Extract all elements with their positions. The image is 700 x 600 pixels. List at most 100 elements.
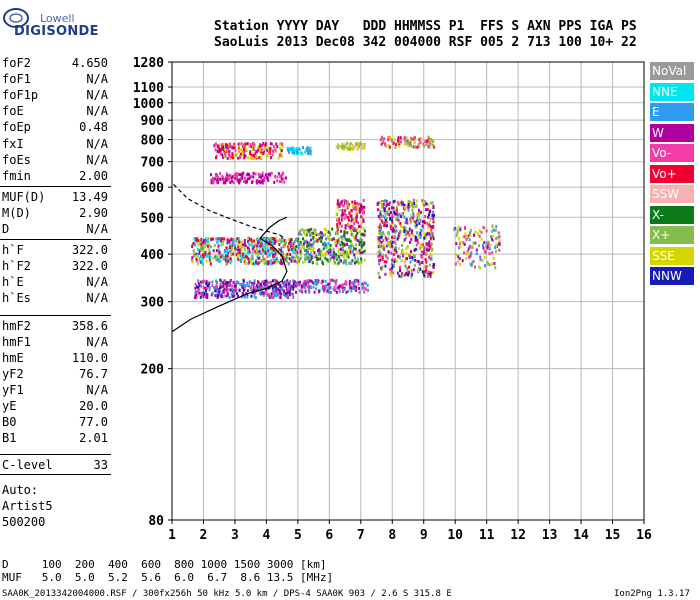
echo-point [430, 201, 433, 205]
echo-point [352, 207, 355, 211]
echo-point [418, 262, 421, 266]
echo-point [363, 205, 366, 209]
echo-point [346, 231, 349, 235]
echo-point [288, 241, 291, 245]
echo-point [321, 231, 323, 235]
echo-point [348, 224, 351, 228]
echo-point [305, 258, 308, 261]
echo-point [356, 231, 359, 235]
echo-point [429, 246, 432, 250]
echo-point [350, 242, 353, 246]
echo-point [394, 145, 397, 149]
echo-point [218, 177, 221, 181]
y-tick-label: 80 [148, 514, 164, 529]
echo-point [257, 148, 260, 152]
echo-point [222, 284, 225, 288]
echo-point [304, 282, 307, 286]
echo-point [273, 237, 276, 241]
echo-point [289, 253, 292, 256]
legend-item-voplus: Vo+ [650, 164, 694, 183]
echo-point [266, 148, 269, 152]
echo-point [405, 232, 408, 236]
auto-line1: Auto: [2, 483, 39, 497]
echo-point [416, 212, 419, 216]
echo-point [198, 249, 201, 253]
echo-point [329, 291, 332, 294]
echo-point [360, 207, 363, 211]
echo-point [385, 210, 388, 214]
echo-point [277, 156, 280, 160]
echo-point [347, 205, 350, 209]
echo-point [240, 148, 243, 152]
echo-point [222, 143, 225, 147]
echo-point [393, 258, 396, 262]
echo-point [254, 172, 257, 176]
echo-point [224, 280, 226, 284]
echo-point [432, 220, 435, 224]
echo-point [486, 245, 489, 249]
echo-point [379, 253, 381, 257]
echo-point [230, 249, 233, 252]
echo-point [225, 175, 228, 179]
echo-point [322, 233, 324, 237]
footer-d-row: D 100 200 400 600 800 1000 1500 3000 [km… [2, 558, 327, 571]
echo-point [231, 179, 234, 183]
echo-point [384, 199, 387, 203]
param-separator [0, 186, 111, 187]
echo-point [259, 292, 261, 295]
echo-point [457, 255, 460, 259]
echo-point [198, 291, 201, 295]
echo-point [388, 231, 390, 235]
echo-point [255, 283, 258, 287]
echo-point [479, 255, 482, 259]
echo-point [352, 286, 355, 290]
echo-point [217, 237, 220, 241]
echo-point [326, 252, 328, 256]
echo-point [378, 262, 381, 266]
echo-point [333, 285, 336, 289]
echo-point [197, 282, 200, 286]
param-separator [0, 474, 111, 475]
echo-point [324, 233, 326, 237]
echo-point [403, 225, 406, 229]
echo-point [200, 259, 203, 263]
echo-point [204, 242, 207, 246]
echo-point [195, 237, 198, 241]
echo-point [248, 250, 251, 254]
echo-point [210, 293, 213, 297]
legend-item-w: W [650, 123, 694, 142]
echo-point [215, 237, 218, 241]
echo-point [347, 255, 350, 259]
echo-point [237, 173, 240, 177]
echo-point [428, 240, 431, 244]
echo-point [410, 140, 412, 143]
echo-point [360, 240, 363, 244]
echo-point [325, 237, 328, 241]
param-value: N/A [86, 222, 108, 236]
param-key: yF2 [2, 367, 24, 381]
echo-point [226, 290, 229, 293]
echo-point [492, 234, 495, 238]
echo-point [392, 206, 395, 210]
echo-point [237, 294, 239, 298]
echo-point [324, 256, 327, 260]
echo-point [384, 142, 387, 146]
echo-point [266, 246, 269, 250]
echo-point [256, 244, 259, 248]
echo-point [494, 228, 497, 232]
echo-point [350, 289, 353, 293]
echo-point [410, 144, 413, 148]
echo-point [260, 151, 263, 155]
echo-point [215, 249, 218, 253]
param-key: M(D) [2, 206, 31, 220]
echo-point [286, 260, 288, 264]
echo-point [419, 267, 422, 271]
echo-point [201, 279, 204, 283]
echo-point [367, 288, 369, 292]
echo-point [233, 143, 236, 146]
echo-point [337, 146, 340, 150]
echo-point [194, 282, 197, 286]
echo-point [252, 285, 255, 289]
echo-point [425, 143, 428, 147]
echo-point [470, 251, 473, 255]
